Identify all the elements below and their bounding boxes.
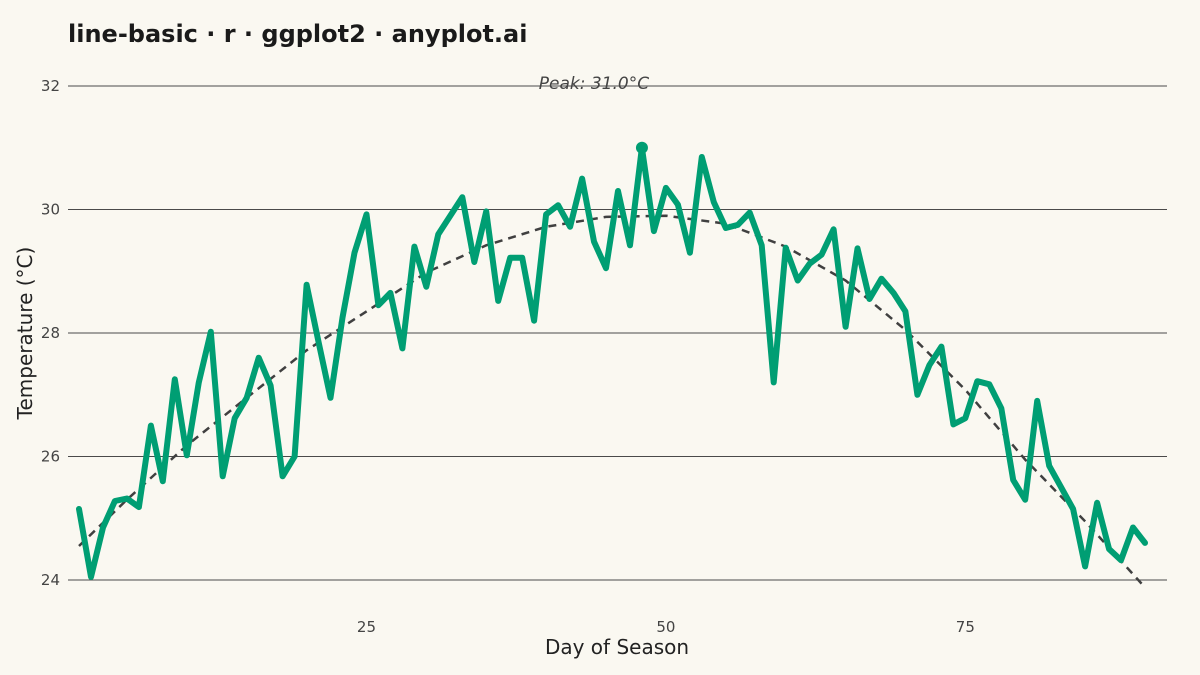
- temperature-series-line: [76, 144, 1148, 580]
- x-tick-label-50: 50: [656, 618, 675, 636]
- y-axis-ticks: 24 26 28 30 32: [41, 77, 60, 589]
- y-tick-label-26: 26: [41, 448, 60, 466]
- x-tick-label-75: 75: [956, 618, 975, 636]
- peak-point: [635, 141, 648, 154]
- x-axis-ticks: 25 50 75: [357, 618, 975, 636]
- y-tick-label-32: 32: [41, 77, 60, 95]
- chart-title: line-basic · r · ggplot2 · anyplot.ai: [68, 20, 527, 48]
- series-layer: [76, 144, 1148, 580]
- y-axis-label: Temperature (°C): [13, 247, 37, 421]
- x-axis-label: Day of Season: [545, 635, 689, 659]
- y-tick-label-24: 24: [41, 571, 60, 589]
- annotation-layer: Peak: 31.0°C: [539, 74, 649, 154]
- grid-lines: [68, 85, 1167, 581]
- trend-line: [78, 214, 1146, 589]
- peak-annotation: Peak: 31.0°C: [539, 74, 649, 94]
- y-tick-label-28: 28: [41, 324, 60, 342]
- x-tick-label-25: 25: [357, 618, 376, 636]
- y-tick-label-30: 30: [41, 201, 60, 219]
- trend-layer: [78, 214, 1146, 589]
